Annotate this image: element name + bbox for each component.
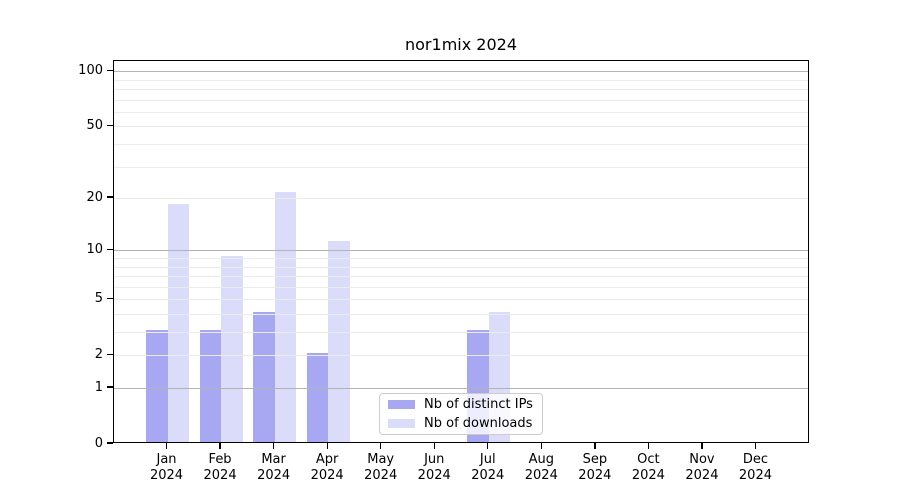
bar-distinct-ips-apr xyxy=(306,353,329,442)
y-tick-label-100: 100 xyxy=(78,62,103,78)
x-tick-label-feb: Feb 2024 xyxy=(203,452,237,483)
minor-gridline-5 xyxy=(114,299,808,301)
minor-gridline-80 xyxy=(114,89,808,90)
x-tick-label-apr: Apr 2024 xyxy=(310,452,344,483)
y-tick-label-20: 20 xyxy=(86,189,103,205)
x-tick-label-aug: Aug 2024 xyxy=(524,452,558,483)
x-tick-label-jun: Jun 2024 xyxy=(417,452,451,483)
legend-swatch-distinct-ips xyxy=(388,400,415,409)
minor-gridline-70 xyxy=(114,99,808,101)
x-tick-label-jan: Jan 2024 xyxy=(149,452,184,483)
x-tick-mark-oct xyxy=(647,443,650,449)
minor-gridline-60 xyxy=(114,111,808,113)
major-gridline-100 xyxy=(114,71,808,73)
bar-downloads-feb xyxy=(221,256,243,442)
legend-swatch-downloads xyxy=(388,419,415,428)
y-tick-mark-5 xyxy=(107,297,113,299)
minor-gridline-20 xyxy=(114,198,808,200)
x-tick-label-mar: Mar 2024 xyxy=(257,452,291,483)
x-tick-label-nov: Nov 2024 xyxy=(685,452,719,483)
minor-gridline-9 xyxy=(114,258,808,259)
minor-gridline-90 xyxy=(114,79,808,81)
x-tick-mark-may xyxy=(380,443,382,449)
chart-title: nor1mix 2024 xyxy=(405,35,517,54)
minor-gridline-8 xyxy=(114,266,808,268)
y-tick-label-2: 2 xyxy=(94,346,103,362)
x-tick-mark-jun xyxy=(433,443,435,449)
x-tick-label-may: May 2024 xyxy=(364,452,398,483)
y-tick-mark-50 xyxy=(107,124,113,127)
y-tick-label-10: 10 xyxy=(86,241,103,257)
y-tick-mark-1 xyxy=(107,386,113,388)
x-tick-mark-mar xyxy=(273,443,275,449)
x-tick-mark-apr xyxy=(326,443,328,449)
bar-downloads-mar xyxy=(274,192,297,442)
bar-distinct-ips-feb xyxy=(199,330,222,442)
y-tick-mark-0 xyxy=(107,442,113,444)
y-tick-label-1: 1 xyxy=(94,379,103,395)
x-tick-mark-nov xyxy=(701,443,703,449)
bar-distinct-ips-mar xyxy=(253,312,275,442)
x-tick-label-dec: Dec 2024 xyxy=(738,452,772,483)
minor-gridline-2 xyxy=(114,355,808,357)
x-tick-label-jul: Jul 2024 xyxy=(471,452,505,483)
minor-gridline-40 xyxy=(114,144,808,145)
minor-gridline-30 xyxy=(114,166,808,168)
plot-area: Nb of distinct IPs Nb of downloads xyxy=(113,60,809,443)
legend: Nb of distinct IPs Nb of downloads xyxy=(379,393,543,435)
legend-item-downloads: Nb of downloads xyxy=(388,416,534,431)
y-tick-mark-20 xyxy=(107,196,113,198)
x-tick-label-sep: Sep 2024 xyxy=(578,452,612,483)
legend-label-distinct-ips: Nb of distinct IPs xyxy=(424,397,533,412)
legend-item-distinct-ips: Nb of distinct IPs xyxy=(388,397,534,412)
x-tick-mark-sep xyxy=(594,443,596,449)
minor-gridline-50 xyxy=(114,126,808,128)
bar-downloads-jan xyxy=(167,204,190,442)
y-tick-mark-100 xyxy=(107,69,113,71)
y-tick-label-5: 5 xyxy=(94,290,103,306)
y-tick-label-0: 0 xyxy=(94,435,103,451)
minor-gridline-3 xyxy=(114,332,808,333)
x-tick-mark-aug xyxy=(540,443,542,449)
y-tick-label-50: 50 xyxy=(86,117,103,133)
major-gridline-10 xyxy=(114,250,808,252)
x-tick-mark-jul xyxy=(487,443,489,449)
legend-label-downloads: Nb of downloads xyxy=(424,416,533,431)
x-tick-mark-dec xyxy=(754,443,757,449)
x-tick-label-oct: Oct 2024 xyxy=(631,452,665,483)
x-tick-mark-feb xyxy=(219,443,221,449)
x-tick-mark-jan xyxy=(165,443,168,449)
bar-distinct-ips-jan xyxy=(146,330,168,442)
y-tick-mark-10 xyxy=(107,248,113,250)
y-tick-mark-2 xyxy=(107,353,113,355)
major-gridline-1 xyxy=(114,388,808,389)
minor-gridline-6 xyxy=(114,286,808,288)
minor-gridline-4 xyxy=(114,314,808,315)
minor-gridline-7 xyxy=(114,276,808,277)
bar-downloads-apr xyxy=(328,241,350,442)
